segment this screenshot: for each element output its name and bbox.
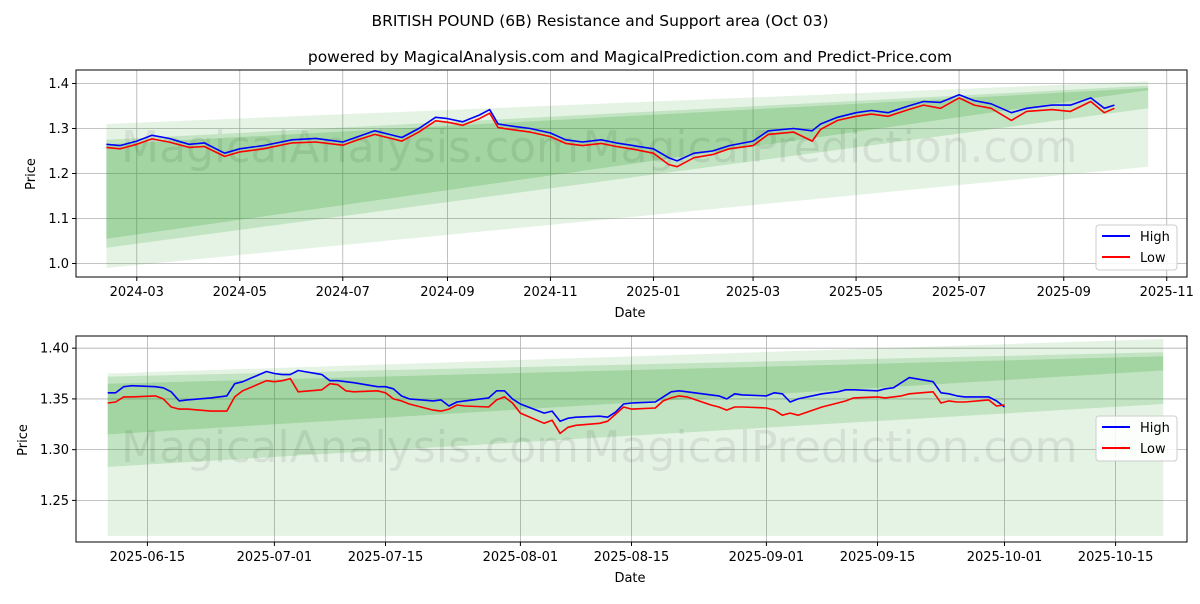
x-tick-label: 2025-11 — [1140, 285, 1194, 300]
series-low-line — [106, 97, 1115, 168]
bottom-legend-high-label: High — [1140, 421, 1170, 436]
band-2 — [106, 85, 1149, 248]
x-tick-label: 2024-05 — [213, 285, 267, 300]
y-tick-label: 1.25 — [40, 494, 69, 509]
x-tick-label: 2024-07 — [316, 285, 370, 300]
watermark-prediction-mid: MagicalPrediction.com — [583, 273, 1078, 324]
y-tick-label: 1.35 — [40, 392, 69, 407]
bottom-grid — [76, 336, 1187, 542]
top-support-resistance-bands — [106, 81, 1149, 268]
band-1 — [107, 339, 1164, 536]
band-3 — [106, 88, 1149, 239]
x-tick-label: 2025-10-15 — [1078, 550, 1154, 565]
bottom-legend: High Low — [1095, 415, 1178, 462]
x-tick-label: 2025-09 — [1037, 285, 1091, 300]
top-legend: High Low — [1095, 224, 1178, 271]
x-tick-label: 2025-09-01 — [729, 550, 805, 565]
watermark-prediction-bottom: MagicalPrediction.com — [583, 422, 1078, 473]
y-tick-label: 1.40 — [40, 342, 69, 357]
chart-title: BRITISH POUND (6B) Resistance and Suppor… — [371, 12, 828, 30]
x-tick-label: 2025-01 — [626, 285, 680, 300]
top-ticks: 2024-03 2024-05 2024-07 2024-09 2024-11 2025-… — [48, 77, 1194, 300]
series-low-line — [107, 377, 1005, 435]
band-3 — [107, 356, 1164, 435]
x-tick-label: 2025-09-15 — [840, 550, 916, 565]
x-tick-label: 2025-05 — [829, 285, 883, 300]
watermark-prediction-top: MagicalPrediction.com — [583, 122, 1078, 173]
top-legend-high-label: High — [1140, 230, 1170, 245]
top-y-axis-label: Price — [24, 158, 39, 190]
band-1 — [106, 81, 1149, 268]
top-legend-low-label: Low — [1140, 251, 1166, 266]
x-tick-label: 2025-03 — [726, 285, 780, 300]
top-x-axis-label: Date — [614, 306, 645, 321]
top-panel: MagicalAnalysis.com MagicalPrediction.co… — [24, 69, 1194, 324]
top-series-lines — [106, 93, 1115, 168]
x-tick-label: 2025-06-15 — [110, 550, 186, 565]
y-tick-label: 1.0 — [48, 257, 69, 272]
y-tick-label: 1.4 — [48, 77, 69, 92]
bottom-y-axis-label: Price — [16, 424, 31, 456]
bottom-legend-low-label: Low — [1140, 442, 1166, 457]
series-high-line — [106, 93, 1115, 162]
x-tick-label: 2025-07 — [932, 285, 986, 300]
series-high-line — [107, 369, 1005, 423]
y-tick-label: 1.1 — [48, 212, 69, 227]
x-tick-label: 2025-07-15 — [348, 550, 424, 565]
x-tick-label: 2025-10-01 — [967, 550, 1043, 565]
x-tick-label: 2024-11 — [523, 285, 577, 300]
chart-subtitle: powered by MagicalAnalysis.com and Magic… — [308, 48, 952, 66]
watermark-analysis-bottom: MagicalAnalysis.com — [121, 422, 579, 473]
y-tick-label: 1.3 — [48, 122, 69, 137]
watermark-analysis-mid: MagicalAnalysis.com — [121, 273, 579, 324]
x-tick-label: 2024-09 — [420, 285, 474, 300]
x-tick-label: 2025-08-01 — [483, 550, 559, 565]
x-tick-label: 2025-08-15 — [594, 550, 670, 565]
bottom-x-axis-label: Date — [614, 571, 645, 586]
bottom-series-lines — [107, 369, 1005, 435]
y-tick-label: 1.30 — [40, 443, 69, 458]
y-tick-label: 1.2 — [48, 167, 69, 182]
bottom-panel: MagicalAnalysis.com MagicalPrediction.co… — [16, 335, 1188, 586]
bottom-ticks: 2025-06-15 2025-07-01 2025-07-15 2025-08-01… — [40, 342, 1153, 565]
x-tick-label: 2024-03 — [110, 285, 164, 300]
x-tick-label: 2025-07-01 — [237, 550, 313, 565]
